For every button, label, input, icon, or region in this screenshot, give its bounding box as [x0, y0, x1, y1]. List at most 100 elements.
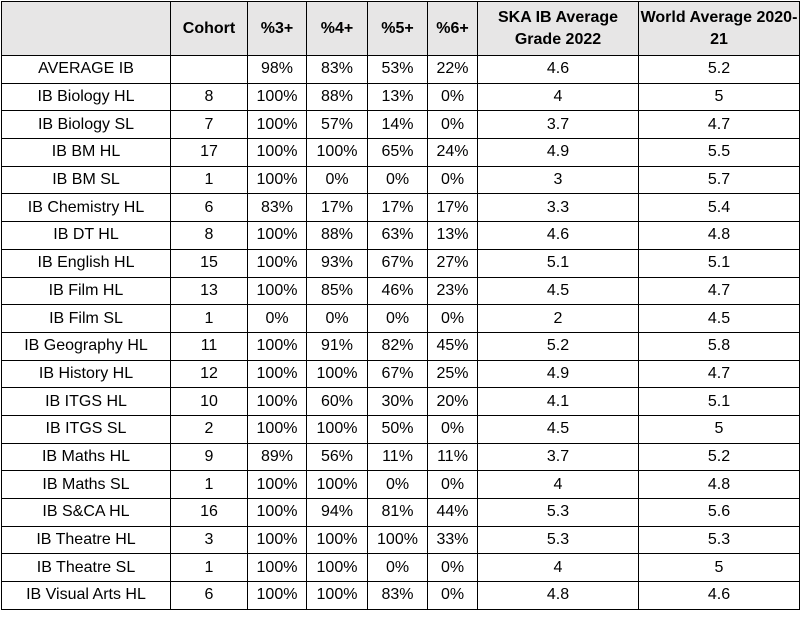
world-average-cell: 5.8	[638, 331, 800, 361]
cohort-cell: 13	[170, 276, 248, 306]
subject-cell: IB Biology SL	[1, 110, 171, 140]
world-average-cell: 5.3	[638, 525, 800, 555]
subject-cell: IB Maths SL	[1, 470, 171, 499]
cohort-cell: 3	[170, 525, 248, 555]
ska-average-cell: 4.6	[477, 55, 639, 84]
pct6-cell: 0%	[427, 165, 478, 195]
header-cohort: Cohort	[170, 1, 248, 56]
world-average-cell: 4.7	[638, 276, 800, 306]
world-average-cell: 5	[638, 553, 800, 583]
pct3-cell: 100%	[247, 581, 307, 610]
pct3-cell: 100%	[247, 138, 307, 167]
ska-average-cell: 2	[477, 304, 639, 333]
table-row: AVERAGE IB 98% 83% 53% 22% 4.6 5.2	[1, 55, 800, 84]
world-average-cell: 4.7	[638, 110, 800, 140]
pct3-cell: 89%	[247, 442, 307, 472]
ska-average-cell: 4.1	[477, 387, 639, 416]
ska-average-cell: 4	[477, 470, 639, 499]
table-row: IB Biology SL 7 100% 57% 14% 0% 3.7 4.7	[1, 110, 800, 140]
cohort-cell: 10	[170, 387, 248, 416]
pct6-cell: 0%	[427, 304, 478, 333]
world-average-cell: 5.2	[638, 55, 800, 84]
header-pct4: %4+	[306, 1, 368, 56]
pct5-cell: 67%	[367, 359, 428, 389]
pct6-cell: 0%	[427, 414, 478, 444]
ska-average-cell: 3.7	[477, 110, 639, 140]
pct3-cell: 100%	[247, 276, 307, 306]
pct5-cell: 65%	[367, 138, 428, 167]
world-average-cell: 5.4	[638, 193, 800, 223]
subject-cell: AVERAGE IB	[1, 55, 171, 84]
cohort-cell: 1	[170, 553, 248, 583]
table-row: IB Maths SL 1 100% 100% 0% 0% 4 4.8	[1, 470, 800, 499]
pct5-cell: 53%	[367, 55, 428, 84]
world-average-cell: 4.7	[638, 359, 800, 389]
subject-cell: IB ITGS HL	[1, 387, 171, 416]
pct5-cell: 0%	[367, 165, 428, 195]
pct4-cell: 91%	[306, 331, 368, 361]
world-average-cell: 4.8	[638, 470, 800, 499]
ska-average-cell: 4.5	[477, 276, 639, 306]
pct6-cell: 13%	[427, 221, 478, 250]
table-row: IB BM SL 1 100% 0% 0% 0% 3 5.7	[1, 165, 800, 195]
world-average-cell: 4.8	[638, 221, 800, 250]
pct6-cell: 24%	[427, 138, 478, 167]
world-average-cell: 5	[638, 414, 800, 444]
subject-cell: IB Geography HL	[1, 331, 171, 361]
pct6-cell: 0%	[427, 470, 478, 499]
pct6-cell: 44%	[427, 498, 478, 527]
header-pct6: %6+	[427, 1, 478, 56]
world-average-cell: 4.5	[638, 304, 800, 333]
table-row: IB DT HL 8 100% 88% 63% 13% 4.6 4.8	[1, 221, 800, 250]
world-average-cell: 5.6	[638, 498, 800, 527]
pct4-cell: 17%	[306, 193, 368, 223]
pct4-cell: 100%	[306, 470, 368, 499]
cohort-cell: 1	[170, 470, 248, 499]
pct6-cell: 11%	[427, 442, 478, 472]
pct3-cell: 100%	[247, 498, 307, 527]
table-row: IB S&CA HL 16 100% 94% 81% 44% 5.3 5.6	[1, 498, 800, 527]
cohort-cell: 8	[170, 221, 248, 250]
pct3-cell: 100%	[247, 470, 307, 499]
table-row: IB English HL 15 100% 93% 67% 27% 5.1 5.1	[1, 248, 800, 278]
pct3-cell: 100%	[247, 165, 307, 195]
subject-cell: IB Film SL	[1, 304, 171, 333]
subject-cell: IB Visual Arts HL	[1, 581, 171, 610]
table-row: IB ITGS SL 2 100% 100% 50% 0% 4.5 5	[1, 414, 800, 444]
pct5-cell: 100%	[367, 525, 428, 555]
pct6-cell: 33%	[427, 525, 478, 555]
table-row: IB Biology HL 8 100% 88% 13% 0% 4 5	[1, 82, 800, 112]
subject-cell: IB S&CA HL	[1, 498, 171, 527]
subject-cell: IB DT HL	[1, 221, 171, 250]
cohort-cell: 7	[170, 110, 248, 140]
pct4-cell: 100%	[306, 581, 368, 610]
table-row: IB Film HL 13 100% 85% 46% 23% 4.5 4.7	[1, 276, 800, 306]
subject-cell: IB English HL	[1, 248, 171, 278]
ska-average-cell: 3	[477, 165, 639, 195]
ska-average-cell: 4.5	[477, 414, 639, 444]
pct5-cell: 14%	[367, 110, 428, 140]
pct5-cell: 13%	[367, 82, 428, 112]
pct3-cell: 100%	[247, 110, 307, 140]
pct3-cell: 100%	[247, 331, 307, 361]
pct6-cell: 0%	[427, 553, 478, 583]
pct4-cell: 100%	[306, 525, 368, 555]
pct4-cell: 100%	[306, 138, 368, 167]
pct5-cell: 67%	[367, 248, 428, 278]
subject-cell: IB Theatre HL	[1, 525, 171, 555]
subject-cell: IB History HL	[1, 359, 171, 389]
cohort-cell	[170, 55, 248, 84]
table-row: IB BM HL 17 100% 100% 65% 24% 4.9 5.5	[1, 138, 800, 167]
table-row: IB Chemistry HL 6 83% 17% 17% 17% 3.3 5.4	[1, 193, 800, 223]
pct4-cell: 60%	[306, 387, 368, 416]
pct3-cell: 0%	[247, 304, 307, 333]
pct4-cell: 93%	[306, 248, 368, 278]
pct5-cell: 11%	[367, 442, 428, 472]
pct4-cell: 0%	[306, 304, 368, 333]
ska-average-cell: 3.3	[477, 193, 639, 223]
pct4-cell: 100%	[306, 414, 368, 444]
world-average-cell: 5.1	[638, 387, 800, 416]
world-average-cell: 5.5	[638, 138, 800, 167]
pct4-cell: 56%	[306, 442, 368, 472]
pct3-cell: 100%	[247, 82, 307, 112]
